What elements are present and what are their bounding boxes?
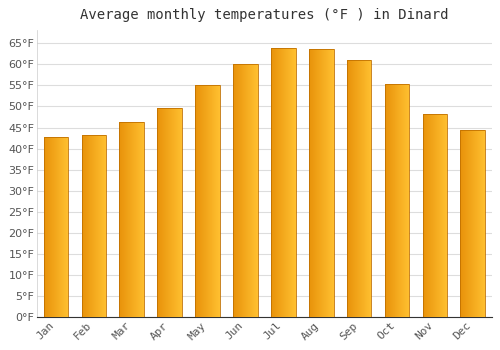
Bar	[196, 85, 220, 317]
Bar	[233, 64, 258, 317]
Title: Average monthly temperatures (°F ) in Dinard: Average monthly temperatures (°F ) in Di…	[80, 8, 448, 22]
Bar	[460, 130, 485, 317]
Bar	[44, 137, 68, 317]
Bar	[120, 122, 144, 317]
Bar	[384, 84, 409, 317]
Bar	[158, 108, 182, 317]
Bar	[422, 114, 447, 317]
Bar	[347, 60, 372, 317]
Bar	[271, 48, 295, 317]
Bar	[82, 135, 106, 317]
Bar	[309, 49, 334, 317]
